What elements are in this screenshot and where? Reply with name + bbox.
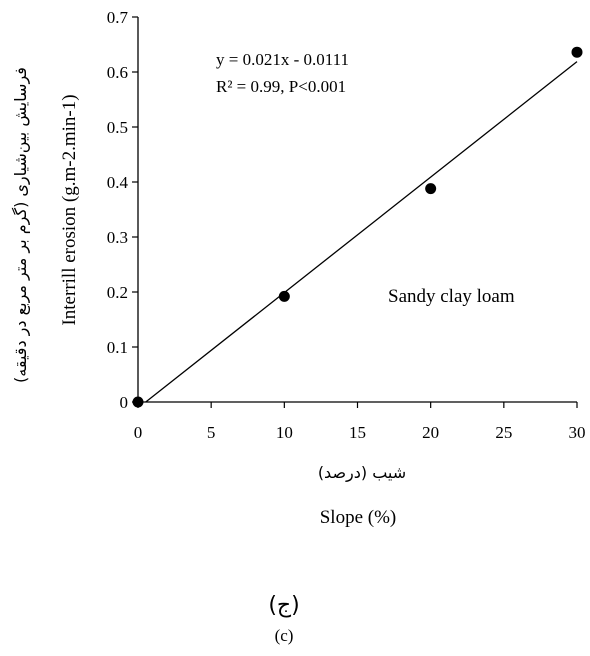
trend-line: [145, 61, 578, 403]
y-tick-label: 0.4: [107, 173, 129, 192]
data-points: [132, 46, 583, 408]
y-tick-label: 0.3: [107, 228, 128, 247]
data-point: [278, 290, 290, 302]
data-point: [571, 46, 583, 58]
x-tick-label: 25: [495, 423, 512, 442]
y-tick-label: 0.6: [107, 63, 128, 82]
r2-text: R² = 0.99, P<0.001: [216, 77, 346, 96]
x-tick-label: 15: [349, 423, 366, 442]
equation-text: y = 0.021x - 0.0111: [216, 50, 349, 69]
y-tick-label: 0.5: [107, 118, 128, 137]
y-tick-label: 0.1: [107, 338, 128, 357]
data-point: [132, 396, 144, 408]
x-tick-label: 10: [276, 423, 293, 442]
y-axis-title: Interrill erosion (g.m-2.min-1): [59, 94, 80, 325]
caption-fa: (ج): [268, 593, 299, 618]
x-axis-title: Slope (%): [320, 507, 397, 528]
x-ticks: 0 5 10 15 20 25 30: [134, 402, 586, 442]
y-axis-title-fa: فرسایش بین‌شیاری (گرم بر متر مربع در دقی…: [11, 67, 31, 383]
y-ticks: 0 0.1 0.2 0.3 0.4 0.5 0.6 0.7: [107, 8, 138, 412]
x-tick-label: 20: [422, 423, 439, 442]
y-tick-label: 0: [120, 393, 129, 412]
x-tick-label: 30: [569, 423, 586, 442]
caption-en: (c): [275, 626, 294, 645]
y-tick-label: 0.2: [107, 283, 128, 302]
y-tick-label: 0.7: [107, 8, 129, 27]
soil-type-annotation: Sandy clay loam: [388, 286, 515, 307]
x-axis-title-fa: شیب (درصد): [318, 463, 406, 483]
x-tick-label: 0: [134, 423, 143, 442]
data-point: [425, 183, 437, 195]
x-tick-label: 5: [207, 423, 216, 442]
